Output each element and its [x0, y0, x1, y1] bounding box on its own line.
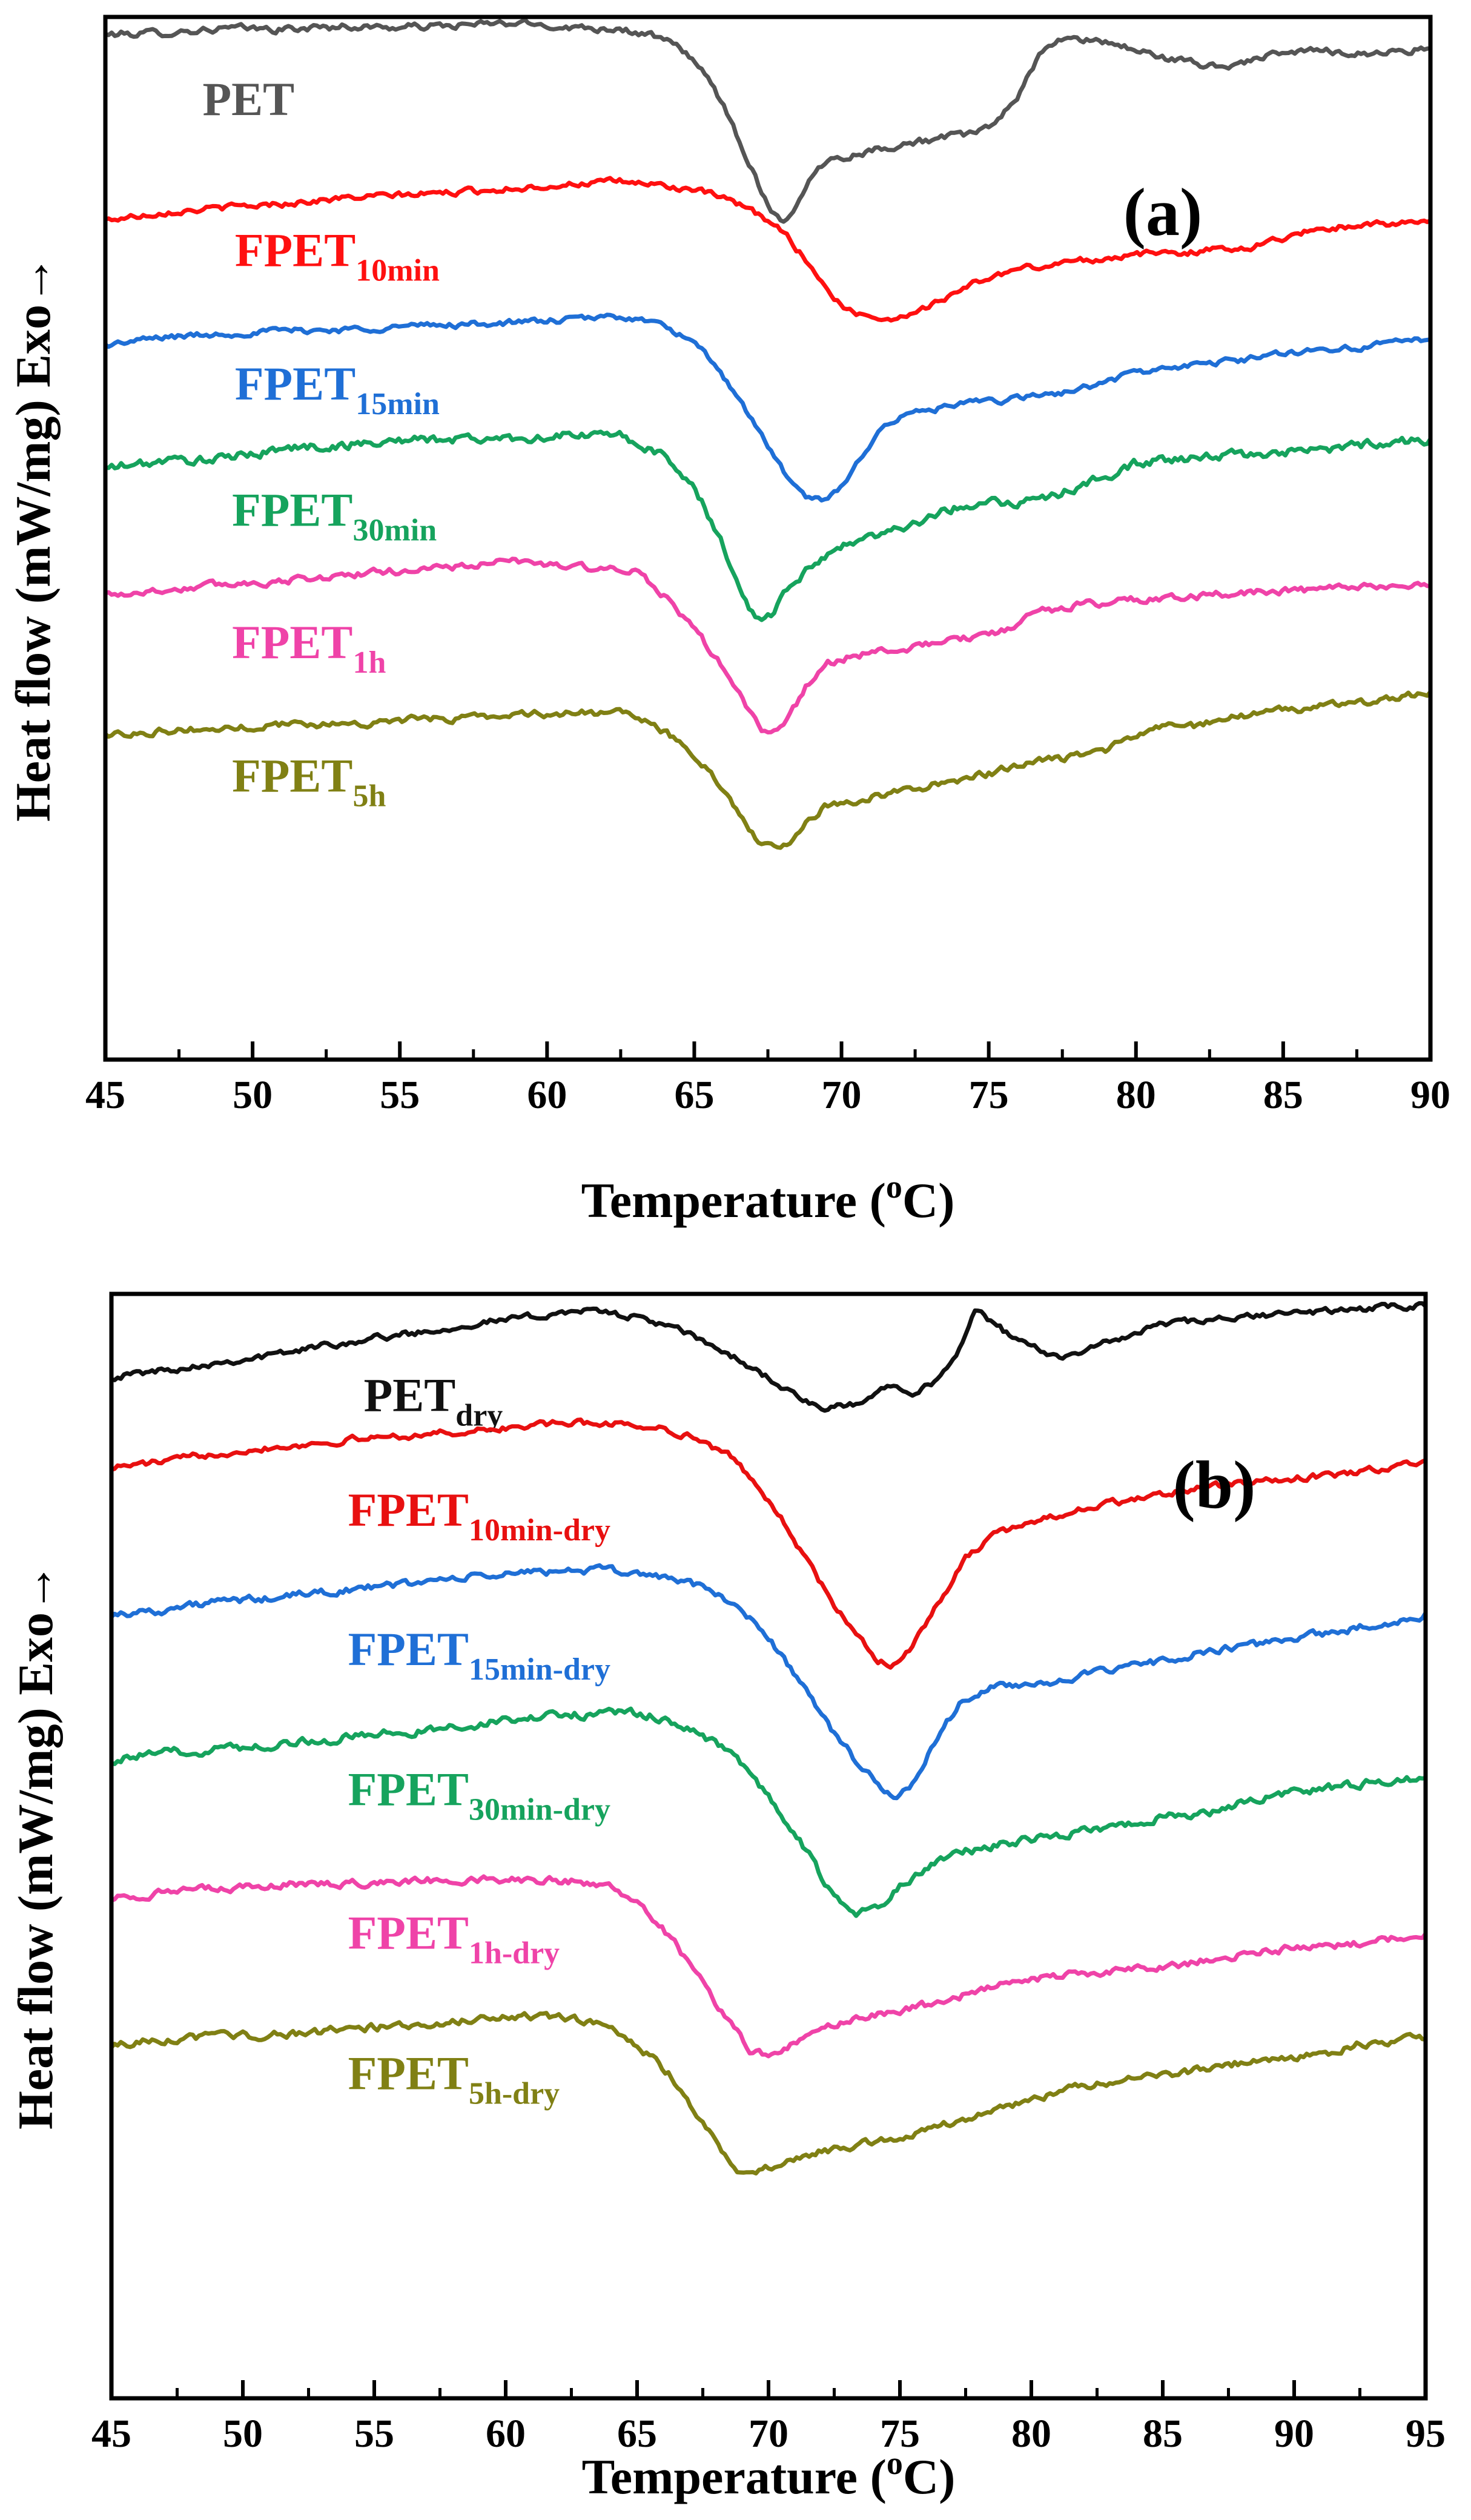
panel-b-series-label-main: FPET	[348, 2047, 469, 2099]
panel-b-x-tick-label: 65	[617, 2412, 657, 2456]
panel-b-x-axis-title-main: Temperature (	[582, 2449, 887, 2504]
panel-a-x-axis-title-end: C)	[902, 1173, 955, 1228]
panel-a-x-tick-label: 90	[1410, 1073, 1450, 1117]
panel-a-x-tick-label: 55	[380, 1073, 420, 1117]
panel-b-series-label-FPET5h-dry: FPET5h-dry	[348, 2047, 560, 2111]
panel-b-x-axis-title-sup: o	[887, 2445, 903, 2481]
panel-b-panel-label: (b)	[1173, 1448, 1256, 1523]
panel-a-series-line-PET	[103, 18, 1433, 224]
panel-a-series-label-subscript: 10min	[355, 254, 440, 288]
panel-a-series-line-FPET5h	[103, 690, 1433, 850]
panel-b-chart: PETdryFPET10min-dryFPET15min-dryFPET30mi…	[8, 1291, 1446, 2504]
panel-a-x-tick-label: 75	[969, 1073, 1009, 1117]
panel-a-panel-label: (a)	[1123, 175, 1203, 250]
panel-b-series-label-subscript: 15min-dry	[469, 1652, 610, 1687]
panel-a-plot-frame	[103, 15, 1433, 1062]
panel-a-series-label-main: FPET	[235, 357, 355, 410]
panel-a-series-label-main: FPET	[232, 749, 352, 802]
panel-a-x-tick-label: 80	[1116, 1073, 1156, 1117]
panel-a-series-line-FPET30min	[103, 429, 1433, 622]
panel-b-y-axis-title: Heat flow (mW/mg) Exo→	[8, 1563, 63, 2129]
panel-a-x-tick-label: 60	[527, 1073, 567, 1117]
panel-a-series-label-FPET15min: FPET15min	[235, 357, 440, 421]
panel-a-series-label-FPET5h: FPET5h	[232, 749, 386, 813]
panel-a-series-label-FPET10min: FPET10min	[235, 224, 440, 288]
panel-b-series-label-main: FPET	[348, 1907, 469, 1959]
panel-b-x-tick-label: 75	[880, 2412, 920, 2456]
panel-b-series-label-main: PET	[364, 1368, 456, 1421]
panel-b-series-label-FPET10min-dry: FPET10min-dry	[348, 1483, 610, 1548]
panel-a-x-tick-label: 70	[822, 1073, 862, 1117]
panel-a-chart: PETFPET10minFPET15minFPET30minFPET1hFPET…	[5, 15, 1450, 1228]
panel-a-x-axis-title-sup: o	[886, 1169, 902, 1205]
panel-a-series-line-FPET10min	[103, 176, 1433, 323]
panel-a-series-label-main: PET	[203, 73, 295, 125]
panel-b-series-line-PETdry	[109, 1301, 1428, 1413]
panel-a-series-label-PET: PET	[203, 73, 295, 125]
panel-a-series-label-subscript: 5h	[352, 779, 386, 813]
panel-b-series-label-subscript: 30min-dry	[469, 1793, 610, 1827]
panel-b-series-label-subscript: 5h-dry	[469, 2076, 560, 2111]
panel-b-series-label-FPET30min-dry: FPET30min-dry	[348, 1763, 610, 1827]
panel-a-x-axis-title-main: Temperature (	[581, 1173, 886, 1228]
panel-a-series-label-main: FPET	[235, 224, 355, 277]
panel-a-x-tick-label: 50	[233, 1073, 273, 1117]
panel-b-x-tick-label: 95	[1406, 2412, 1446, 2456]
panel-b-series-label-FPET1h-dry: FPET1h-dry	[348, 1907, 560, 1971]
panel-a-x-tick-label: 85	[1263, 1073, 1303, 1117]
panel-b-series-label-main: FPET	[348, 1623, 469, 1675]
panel-a-y-axis-title: Heat flow (mW/mg) Exo→	[5, 255, 61, 822]
panel-b-series-label-subscript: 1h-dry	[469, 1936, 560, 1971]
panel-b-series-label-main: FPET	[348, 1483, 469, 1536]
panel-b-series-line-FPET15min-dry	[109, 1563, 1428, 1801]
panel-a-series-label-main: FPET	[232, 483, 352, 536]
panel-a-series-label-main: FPET	[232, 616, 352, 668]
panel-a-series-line-FPET1h	[103, 556, 1433, 734]
panel-b-series-label-PETdry: PETdry	[364, 1368, 503, 1433]
panel-b-series-line-FPET30min-dry	[109, 1706, 1428, 1918]
panel-a-x-axis-title: Temperature (oC)	[581, 1169, 955, 1228]
panel-b-x-tick-label: 55	[354, 2412, 394, 2456]
panel-a-series-label-subscript: 1h	[352, 645, 386, 680]
panel-a-series-line-FPET15min	[103, 312, 1433, 503]
panel-a-x-tick-label: 65	[674, 1073, 714, 1117]
panel-b-series-line-FPET5h-dry	[109, 2011, 1428, 2175]
panel-b-x-axis-title: Temperature (oC)	[582, 2445, 956, 2504]
panel-b-series-line-FPET10min-dry	[109, 1417, 1428, 1670]
panel-a-x-tick-label: 45	[85, 1073, 125, 1117]
panel-b-x-axis-title-end: C)	[903, 2449, 956, 2504]
panel-b-x-tick-label: 85	[1143, 2412, 1183, 2456]
panel-b-x-tick-label: 60	[486, 2412, 526, 2456]
panel-a-series-label-FPET1h: FPET1h	[232, 616, 386, 680]
panel-b-x-tick-label: 80	[1011, 2412, 1051, 2456]
panel-b-x-tick-label: 90	[1274, 2412, 1314, 2456]
panel-a-series-label-FPET30min: FPET30min	[232, 483, 437, 547]
panel-a-series-label-subscript: 30min	[352, 513, 437, 547]
panel-b-series-label-FPET15min-dry: FPET15min-dry	[348, 1623, 610, 1687]
panel-b-x-tick-label: 70	[749, 2412, 788, 2456]
panel-b-series-label-main: FPET	[348, 1763, 469, 1816]
panel-a-series-label-subscript: 15min	[355, 387, 440, 421]
panel-b-x-tick-label: 45	[91, 2412, 131, 2456]
panel-b-series-line-FPET1h-dry	[109, 1874, 1428, 2059]
panel-b-x-tick-label: 50	[223, 2412, 263, 2456]
panel-b-series-label-subscript: 10min-dry	[469, 1513, 610, 1548]
